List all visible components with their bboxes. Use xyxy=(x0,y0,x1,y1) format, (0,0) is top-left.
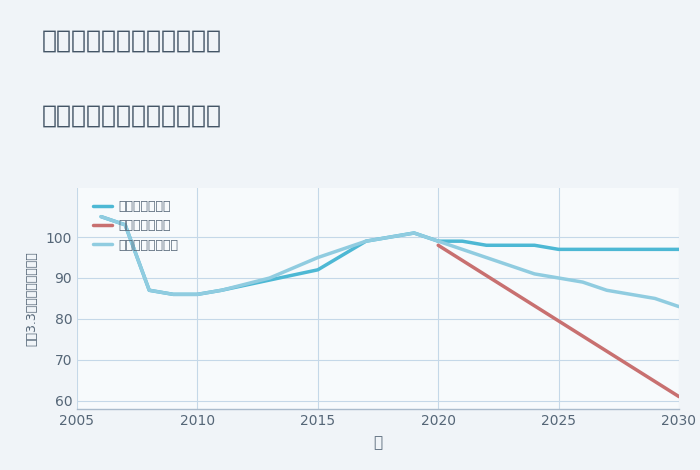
ノーマルシナリオ xyxy=(362,238,370,244)
ノーマルシナリオ xyxy=(578,279,587,285)
ノーマルシナリオ xyxy=(410,230,419,236)
グッドシナリオ xyxy=(386,234,394,240)
ノーマルシナリオ xyxy=(626,291,635,297)
Y-axis label: 坪（3.3㎡）単価（万円）: 坪（3.3㎡）単価（万円） xyxy=(26,251,38,346)
グッドシナリオ xyxy=(145,288,153,293)
グッドシナリオ xyxy=(410,230,419,236)
グッドシナリオ xyxy=(675,247,683,252)
ノーマルシナリオ xyxy=(386,234,394,240)
ノーマルシナリオ xyxy=(145,288,153,293)
ノーマルシナリオ xyxy=(554,275,563,281)
グッドシナリオ xyxy=(434,238,442,244)
グッドシナリオ xyxy=(169,291,178,297)
ノーマルシナリオ xyxy=(458,247,466,252)
グッドシナリオ xyxy=(554,247,563,252)
Line: ノーマルシナリオ: ノーマルシナリオ xyxy=(101,217,679,306)
ノーマルシナリオ xyxy=(651,296,659,301)
Line: グッドシナリオ: グッドシナリオ xyxy=(101,217,679,294)
ノーマルシナリオ xyxy=(121,222,130,227)
グッドシナリオ xyxy=(121,222,130,227)
グッドシナリオ xyxy=(458,238,466,244)
Text: 中古マンションの価格推移: 中古マンションの価格推移 xyxy=(42,103,222,127)
ノーマルシナリオ xyxy=(506,263,514,268)
グッドシナリオ xyxy=(603,247,611,252)
ノーマルシナリオ xyxy=(434,238,442,244)
X-axis label: 年: 年 xyxy=(373,435,383,450)
グッドシナリオ xyxy=(193,291,202,297)
グッドシナリオ xyxy=(482,243,491,248)
ノーマルシナリオ xyxy=(603,288,611,293)
グッドシナリオ xyxy=(314,267,322,273)
グッドシナリオ xyxy=(97,214,105,219)
グッドシナリオ xyxy=(217,288,225,293)
グッドシナリオ xyxy=(531,243,539,248)
Text: 奈良県磯城郡三宅町小柳の: 奈良県磯城郡三宅町小柳の xyxy=(42,28,222,52)
ノーマルシナリオ xyxy=(531,271,539,277)
ノーマルシナリオ xyxy=(169,291,178,297)
グッドシナリオ xyxy=(506,243,514,248)
グッドシナリオ xyxy=(362,238,370,244)
ノーマルシナリオ xyxy=(97,214,105,219)
ノーマルシナリオ xyxy=(193,291,202,297)
Line: バッドシナリオ: バッドシナリオ xyxy=(438,245,679,397)
Legend: グッドシナリオ, バッドシナリオ, ノーマルシナリオ: グッドシナリオ, バッドシナリオ, ノーマルシナリオ xyxy=(90,196,182,256)
ノーマルシナリオ xyxy=(217,288,225,293)
ノーマルシナリオ xyxy=(314,255,322,260)
バッドシナリオ xyxy=(675,394,683,399)
グッドシナリオ xyxy=(626,247,635,252)
ノーマルシナリオ xyxy=(675,304,683,309)
ノーマルシナリオ xyxy=(482,255,491,260)
バッドシナリオ xyxy=(434,243,442,248)
グッドシナリオ xyxy=(651,247,659,252)
ノーマルシナリオ xyxy=(265,275,274,281)
グッドシナリオ xyxy=(578,247,587,252)
